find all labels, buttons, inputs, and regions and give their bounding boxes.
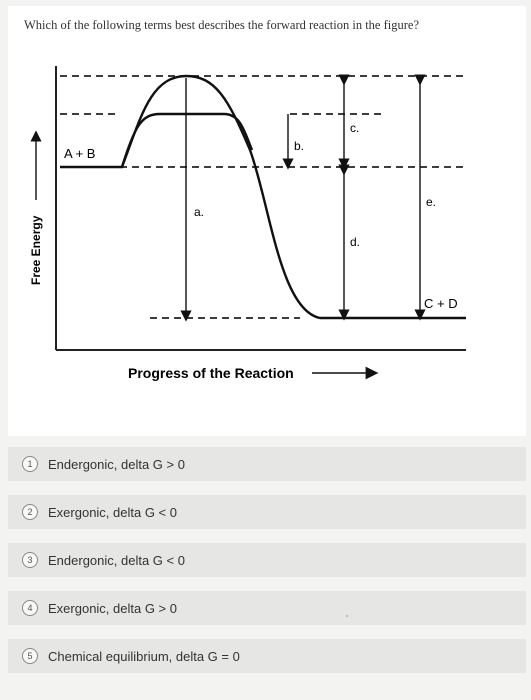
- option-1[interactable]: 1 Endergonic, delta G > 0: [8, 447, 526, 481]
- marker-d: d.: [350, 235, 360, 249]
- option-number: 1: [22, 456, 38, 472]
- products-label: C + D: [424, 296, 458, 311]
- option-number: 5: [22, 648, 38, 664]
- option-label: Exergonic, delta G > 0: [48, 600, 177, 616]
- question-card: Which of the following terms best descri…: [8, 6, 526, 436]
- y-axis-label: Free Energy: [29, 215, 43, 285]
- marker-a: a.: [194, 205, 204, 219]
- answer-options: 1 Endergonic, delta G > 0 2 Exergonic, d…: [8, 447, 526, 687]
- marker-b: b.: [294, 139, 304, 153]
- uncatalyzed-curve: [60, 74, 466, 320]
- catalyzed-curve: [120, 112, 254, 168]
- option-2[interactable]: 2 Exergonic, delta G < 0: [8, 495, 526, 529]
- stray-dot: [346, 615, 348, 617]
- option-label: Endergonic, delta G > 0: [48, 456, 185, 472]
- option-number: 3: [22, 552, 38, 568]
- question-text: Which of the following terms best descri…: [24, 18, 420, 32]
- option-label: Exergonic, delta G < 0: [48, 504, 177, 520]
- option-4[interactable]: 4 Exergonic, delta G > 0: [8, 591, 526, 625]
- reactants-label: A + B: [64, 146, 95, 161]
- option-label: Chemical equilibrium, delta G = 0: [48, 648, 240, 664]
- option-number: 4: [22, 600, 38, 616]
- option-3[interactable]: 3 Endergonic, delta G < 0: [8, 543, 526, 577]
- x-axis-label: Progress of the Reaction: [128, 365, 294, 381]
- option-label: Endergonic, delta G < 0: [48, 552, 185, 568]
- marker-c: c.: [350, 121, 359, 135]
- energy-diagram: a. b. c. d. e. A + B C + D Free Energy P…: [29, 66, 466, 381]
- option-number: 2: [22, 504, 38, 520]
- option-5[interactable]: 5 Chemical equilibrium, delta G = 0: [8, 639, 526, 673]
- marker-e: e.: [426, 195, 436, 209]
